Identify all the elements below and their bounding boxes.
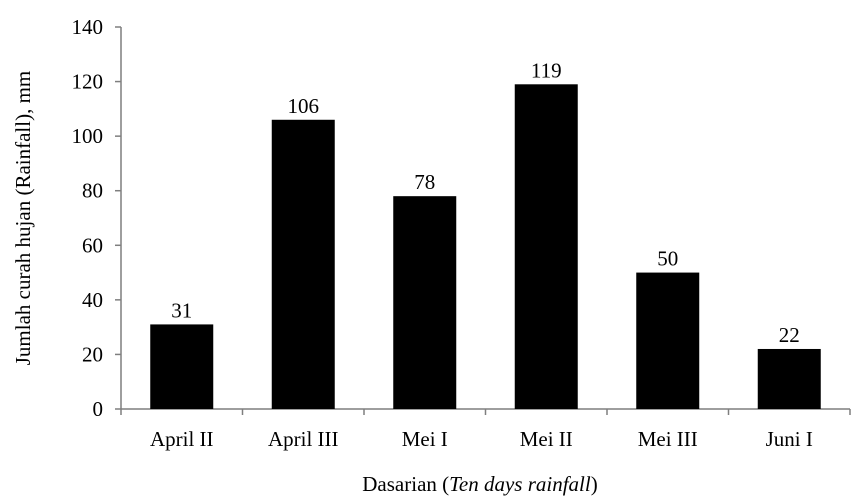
bar-value-label: 31 [171,298,192,322]
bar [150,324,214,409]
x-category-label: Mei I [402,427,448,451]
y-axis: 0 20 40 60 80 100 120 140 [72,15,122,421]
y-tick-label: 140 [72,15,104,39]
x-axis-title-close: ) [591,472,598,496]
bar-value-label: 106 [288,94,320,118]
bar-series [150,84,821,410]
bar [393,196,457,409]
y-tick-label: 20 [82,342,103,366]
bar [514,84,578,410]
x-axis: April II April III Mei I Mei II Mei III Juni … [120,408,851,451]
data-labels: 31 106 78 119 50 22 [171,58,800,347]
y-tick-label: 40 [82,288,103,312]
y-tick-label: 60 [82,233,103,257]
y-tick-label: 120 [72,70,104,94]
y-tick-label: 100 [72,124,104,148]
bar [271,119,335,410]
x-category-label: Juni I [766,427,813,451]
y-tick-label: 0 [93,397,104,421]
bar [757,348,821,409]
bar-value-label: 119 [531,58,562,82]
bar-value-label: 78 [414,170,435,194]
y-tick-label: 80 [82,179,103,203]
x-category-label: April III [268,427,339,451]
x-category-label: Mei III [638,427,698,451]
x-axis-title: Dasarian (Ten days rainfall) [362,472,597,496]
x-category-label: April II [150,427,214,451]
y-axis-title: Jumlah curah hujan (Rainfall), mm [11,71,35,366]
bar [636,272,700,409]
bar-value-label: 22 [779,323,800,347]
x-category-label: Mei II [520,427,573,451]
x-axis-title-main: Dasarian ( [362,472,449,496]
bar-value-label: 50 [657,247,678,271]
x-axis-title-italic: Ten days rainfall [449,472,591,496]
